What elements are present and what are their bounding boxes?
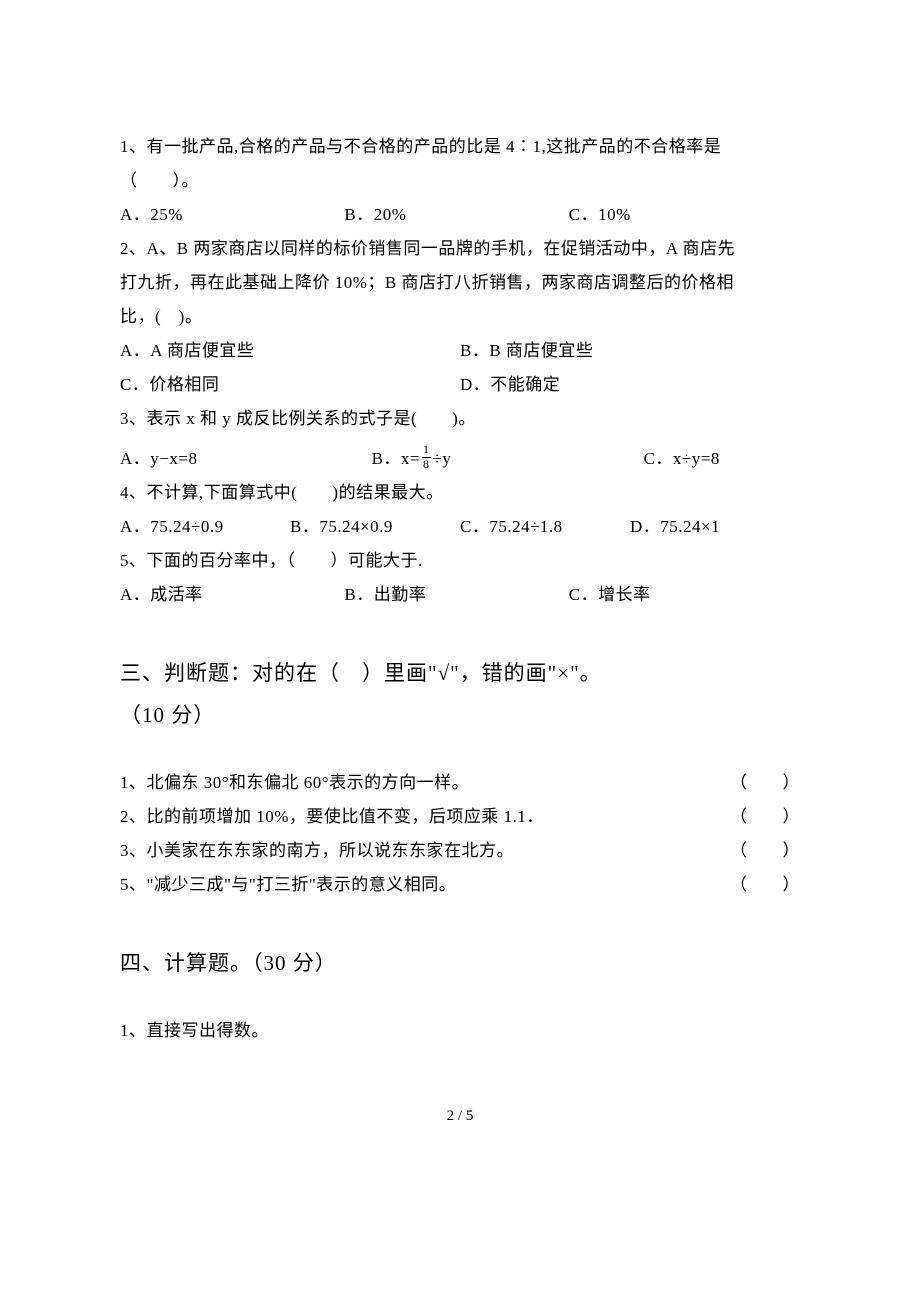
q5-option-b[interactable]: B．出勤率 — [344, 578, 568, 612]
q4-options: A．75.24÷0.9 B．75.24×0.9 C．75.24÷1.8 D．75… — [120, 510, 800, 544]
judge-1: 1、北偏东 30°和东偏北 60°表示的方向一样。 （ ） — [120, 766, 800, 800]
judge-2-text: 2、比的前项增加 10%，要使比值不变，后项应乘 1.1． — [120, 800, 544, 834]
q3-option-a[interactable]: A．y−x=8 — [120, 442, 372, 476]
q1-option-b[interactable]: B．20% — [344, 198, 568, 232]
q2-line2: 打九折，再在此基础上降价 10%；B 商店打八折销售，两家商店调整后的价格相 — [120, 266, 800, 300]
q2-option-c[interactable]: C．价格相同 — [120, 368, 460, 402]
page-number: 2 / 5 — [120, 1108, 800, 1125]
q2-option-a[interactable]: A．A 商店便宜些 — [120, 334, 460, 368]
q2-options-row2: C．价格相同 D．不能确定 — [120, 368, 800, 402]
fraction-numerator: 1 — [422, 443, 431, 457]
q4-option-b[interactable]: B．75.24×0.9 — [290, 510, 460, 544]
q5-option-c[interactable]: C．增长率 — [569, 578, 793, 612]
judge-2: 2、比的前项增加 10%，要使比值不变，后项应乘 1.1． （ ） — [120, 800, 800, 834]
judge-3-blank[interactable]: （ ） — [730, 834, 800, 868]
q1-stem-line2: （ ）。 — [120, 164, 800, 198]
q1-option-a[interactable]: A．25% — [120, 198, 344, 232]
q3-b-prefix: B．x= — [372, 442, 420, 476]
q1-stem-line1: 1、有一批产品,合格的产品与不合格的产品的比是 4∶1,这批产品的不合格率是 — [120, 130, 800, 164]
q4-option-c[interactable]: C．75.24÷1.8 — [460, 510, 630, 544]
sec4-q1: 1、直接写出得数。 — [120, 1014, 800, 1048]
q4-option-d[interactable]: D．75.24×1 — [630, 510, 800, 544]
judge-3-text: 3、小美家在东东家的南方，所以说东东家在北方。 — [120, 834, 514, 868]
q4-option-a[interactable]: A．75.24÷0.9 — [120, 510, 290, 544]
q3-option-c[interactable]: C．x÷y=8 — [644, 442, 800, 476]
q3-stem: 3、表示 x 和 y 成反比例关系的式子是( )。 — [120, 402, 800, 436]
section-3-heading: 三、判断题：对的在（ ）里画"√"，错的画"×"。 （10 分） — [120, 652, 800, 736]
q4-stem: 4、不计算,下面算式中( )的结果最大。 — [120, 476, 800, 510]
q3-options: A．y−x=8 B．x= 1 8 ÷y C．x÷y=8 — [120, 442, 800, 476]
q3-option-b[interactable]: B．x= 1 8 ÷y — [372, 442, 644, 476]
judge-1-blank[interactable]: （ ） — [730, 766, 800, 800]
q1-option-c[interactable]: C．10% — [569, 198, 793, 232]
judge-5: 5、"减少三成"与"打三折"表示的意义相同。 （ ） — [120, 868, 800, 902]
q3-b-suffix: ÷y — [433, 442, 452, 476]
q5-options: A．成活率 B．出勤率 C．增长率 — [120, 578, 800, 612]
judge-5-blank[interactable]: （ ） — [730, 868, 800, 902]
q2-line1: 2、A、B 两家商店以同样的标价销售同一品牌的手机，在促销活动中，A 商店先 — [120, 232, 800, 266]
section-3-heading-line2: （10 分） — [120, 694, 800, 736]
fraction-denominator: 8 — [422, 458, 431, 471]
q2-option-d[interactable]: D．不能确定 — [460, 368, 800, 402]
fraction-one-eighth: 1 8 — [422, 443, 431, 470]
judge-3: 3、小美家在东东家的南方，所以说东东家在北方。 （ ） — [120, 834, 800, 868]
q2-line3: 比，( )。 — [120, 300, 800, 334]
q2-option-b[interactable]: B．B 商店便宜些 — [460, 334, 800, 368]
q2-options-row1: A．A 商店便宜些 B．B 商店便宜些 — [120, 334, 800, 368]
q5-option-a[interactable]: A．成活率 — [120, 578, 344, 612]
judge-2-blank[interactable]: （ ） — [730, 800, 800, 834]
judge-5-text: 5、"减少三成"与"打三折"表示的意义相同。 — [120, 868, 456, 902]
section-3-heading-line1: 三、判断题：对的在（ ）里画"√"，错的画"×"。 — [120, 652, 800, 694]
q5-stem: 5、下面的百分率中，（ ）可能大于. — [120, 544, 800, 578]
q1-options: A．25% B．20% C．10% — [120, 198, 800, 232]
judge-1-text: 1、北偏东 30°和东偏北 60°表示的方向一样。 — [120, 766, 469, 800]
section-4-heading: 四、计算题。（30 分） — [120, 942, 800, 984]
